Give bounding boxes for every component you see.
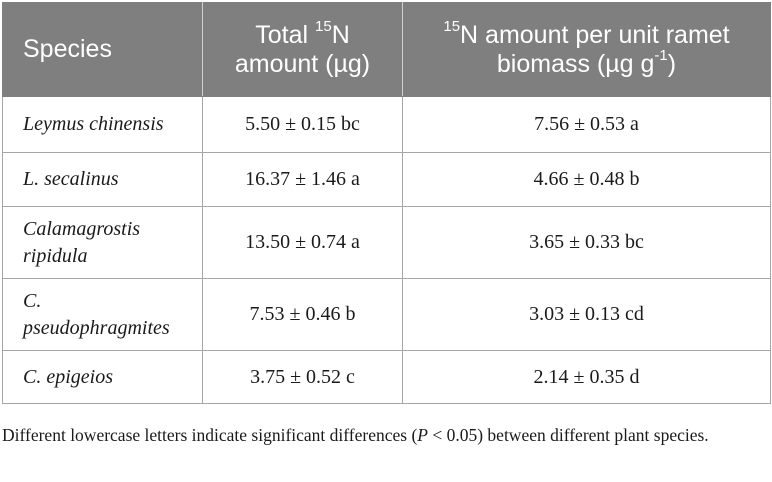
header-per-unit-sup: 15 [443, 18, 461, 36]
total-n-cell: 16.37 ± 1.46 a [202, 152, 403, 207]
footnote-after: < 0.05) between different plant species. [427, 425, 709, 445]
header-per-unit-main: N amount per unit ramet biomass (µg g [460, 20, 730, 78]
per-unit-cell: 3.65 ± 0.33 bc [402, 206, 771, 279]
per-unit-cell: 4.66 ± 0.48 b [402, 152, 771, 207]
total-n-cell: 5.50 ± 0.15 bc [202, 96, 403, 153]
header-total-sup: 15 [315, 18, 332, 36]
table-footnote: Different lowercase letters indicate sig… [2, 422, 766, 448]
header-row: Species Total 15N amount (µg) 15N amount… [2, 2, 771, 97]
total-n-cell: 7.53 ± 0.46 b [202, 278, 403, 351]
per-unit-cell: 2.14 ± 0.35 d [402, 350, 771, 404]
header-per-unit: 15N amount per unit ramet biomass (µg g-… [402, 2, 771, 97]
table-row: Leymus chinensis 5.50 ± 0.15 bc 7.56 ± 0… [2, 96, 771, 153]
per-unit-cell: 3.03 ± 0.13 cd [402, 278, 771, 351]
header-species: Species [2, 2, 203, 97]
header-per-unit-end: ) [667, 49, 677, 78]
per-unit-cell: 7.56 ± 0.53 a [402, 96, 771, 153]
footnote-p: P [417, 425, 428, 445]
header-per-unit-sup2: -1 [654, 47, 668, 65]
table-row: L. secalinus 16.37 ± 1.46 a 4.66 ± 0.48 … [2, 152, 771, 207]
table-row: C. epigeios 3.75 ± 0.52 c 2.14 ± 0.35 d [2, 350, 771, 404]
species-cell: Leymus chinensis [2, 96, 203, 153]
data-table: Species Total 15N amount (µg) 15N amount… [2, 2, 771, 404]
header-total-n: Total 15N amount (µg) [202, 2, 403, 97]
header-total-post: N amount (µg) [234, 20, 371, 78]
species-cell: C. pseudophragmites [2, 278, 203, 351]
total-n-cell: 3.75 ± 0.52 c [202, 350, 403, 404]
header-total-pre: Total [255, 20, 315, 49]
table-row: C. pseudophragmites 7.53 ± 0.46 b 3.03 ±… [2, 278, 771, 351]
species-cell: Calamagrostis ripidula [2, 206, 203, 279]
species-cell: C. epigeios [2, 350, 203, 404]
total-n-cell: 13.50 ± 0.74 a [202, 206, 403, 279]
footnote-before: Different lowercase letters indicate sig… [2, 425, 418, 445]
table-row: Calamagrostis ripidula 13.50 ± 0.74 a 3.… [2, 206, 771, 279]
species-cell: L. secalinus [2, 152, 203, 207]
